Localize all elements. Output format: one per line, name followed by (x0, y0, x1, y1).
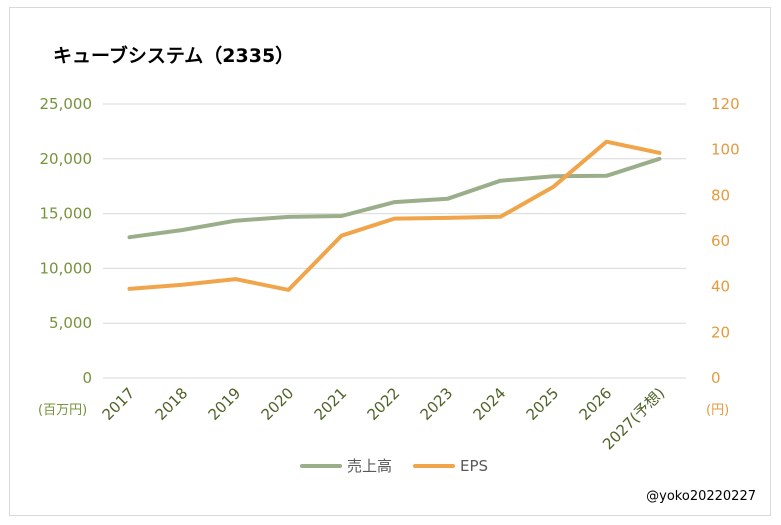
x-tick-label: 2024 (470, 384, 510, 424)
x-tick-label: 2023 (417, 384, 457, 424)
legend-label-sales: 売上高 (347, 457, 392, 475)
right-axis-unit: (円) (706, 403, 729, 418)
left-tick-label: 25,000 (40, 95, 93, 113)
x-tick-label: 2025 (523, 384, 563, 424)
x-tick-label: 2017 (99, 384, 139, 424)
x-tick-label: 2022 (364, 384, 404, 424)
left-tick-label: 5,000 (49, 314, 92, 332)
credit-text: @yoko20220227 (646, 489, 756, 504)
x-axis-ticks: 2017 2018 2019 2020 2021 2022 2023 2024 2025 2026… (99, 384, 669, 453)
left-axis-ticks: 0 5,000 10,000 15,000 20,000 25,000 (40, 95, 93, 387)
chart-frame (9, 7, 771, 516)
right-tick-label: 80 (711, 186, 730, 204)
x-tick-label: 2021 (311, 384, 351, 424)
right-tick-label: 120 (711, 95, 740, 113)
left-tick-label: 10,000 (40, 259, 93, 277)
left-tick-label: 0 (82, 369, 92, 387)
left-axis-unit: (百万円) (38, 403, 87, 418)
gridlines (103, 103, 686, 379)
series-line-eps (127, 139, 662, 292)
legend-label-eps: EPS (460, 457, 488, 475)
legend: 売上高 EPS (300, 457, 488, 475)
right-tick-label: 0 (711, 369, 721, 387)
x-tick-label: 2020 (258, 384, 298, 424)
x-tick-label: 2018 (152, 384, 192, 424)
left-tick-label: 20,000 (40, 150, 93, 168)
series-line-sales (127, 156, 662, 240)
right-tick-label: 40 (711, 278, 730, 296)
right-tick-label: 100 (711, 141, 740, 159)
x-tick-label: 2019 (205, 384, 245, 424)
right-tick-label: 20 (711, 323, 730, 341)
left-tick-label: 15,000 (40, 205, 93, 223)
x-tick-label: 2026 (576, 384, 616, 424)
series-lines (127, 139, 662, 292)
right-axis-ticks: 0 20 40 60 80 100 120 (711, 95, 740, 387)
chart-title: キューブシステム（2335） (53, 44, 294, 67)
right-tick-label: 60 (711, 232, 730, 250)
